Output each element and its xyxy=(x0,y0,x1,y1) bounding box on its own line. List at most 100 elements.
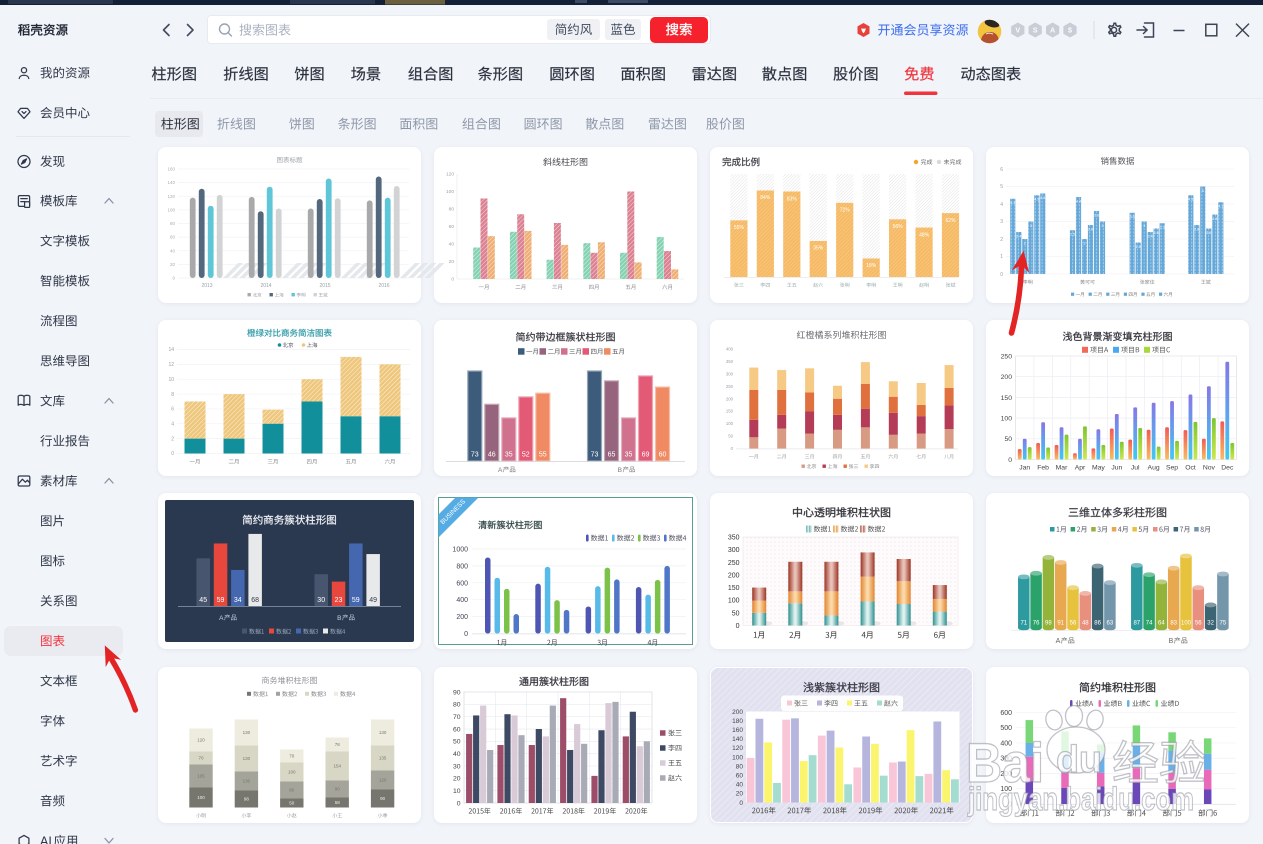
svg-text:2.8: 2.8 xyxy=(1194,227,1199,231)
svg-text:2.4: 2.4 xyxy=(1016,234,1021,238)
svg-text:135: 135 xyxy=(379,756,387,761)
svg-text:B: B xyxy=(618,467,622,474)
svg-text:23: 23 xyxy=(335,597,343,604)
svg-text:3: 3 xyxy=(1143,224,1145,228)
svg-text:160: 160 xyxy=(732,727,743,734)
svg-text:100: 100 xyxy=(1181,621,1192,627)
svg-text:4.1: 4.1 xyxy=(1218,205,1223,209)
svg-text:Mar: Mar xyxy=(1056,464,1068,471)
svg-text:14: 14 xyxy=(168,347,174,353)
svg-text:74: 74 xyxy=(1146,621,1153,627)
svg-text:140: 140 xyxy=(732,736,743,743)
svg-text:A: A xyxy=(1050,26,1055,35)
svg-text:100: 100 xyxy=(288,770,296,775)
svg-text:0: 0 xyxy=(464,631,468,638)
svg-text:2015: 2015 xyxy=(319,283,330,289)
svg-text:Oct: Oct xyxy=(1185,464,1196,471)
svg-text:60: 60 xyxy=(659,451,667,458)
svg-text:300: 300 xyxy=(726,371,734,376)
svg-text:49: 49 xyxy=(369,597,377,604)
svg-text:0: 0 xyxy=(739,800,743,807)
svg-text:150: 150 xyxy=(728,585,740,592)
svg-text:A: A xyxy=(1056,638,1061,645)
svg-text:Jun: Jun xyxy=(1111,464,1122,471)
svg-text:83%: 83% xyxy=(787,196,798,202)
svg-text:du: du xyxy=(1056,739,1102,781)
svg-text:86: 86 xyxy=(1094,621,1101,627)
svg-text:35%: 35% xyxy=(813,246,824,252)
svg-text:1.8: 1.8 xyxy=(1136,245,1141,249)
svg-text:2.6: 2.6 xyxy=(1206,231,1211,235)
svg-text:4.5: 4.5 xyxy=(1188,198,1193,202)
svg-text:6: 6 xyxy=(171,407,174,413)
svg-text:120: 120 xyxy=(197,738,205,743)
svg-text:50: 50 xyxy=(289,801,295,806)
svg-text:50: 50 xyxy=(453,739,461,746)
svg-text:78: 78 xyxy=(335,742,341,747)
svg-text:48: 48 xyxy=(1082,621,1089,627)
svg-text:200: 200 xyxy=(726,396,734,401)
svg-text:B: B xyxy=(1169,638,1174,645)
svg-text:400: 400 xyxy=(726,347,734,352)
svg-text:2.5: 2.5 xyxy=(1070,233,1075,237)
svg-text:30: 30 xyxy=(453,763,461,770)
svg-text:75: 75 xyxy=(1220,621,1227,627)
svg-text:1000: 1000 xyxy=(452,547,468,554)
svg-text:56: 56 xyxy=(1195,621,1202,627)
svg-text:8: 8 xyxy=(171,392,174,398)
svg-text:1: 1 xyxy=(1000,254,1003,260)
svg-text:18%: 18% xyxy=(866,263,877,269)
svg-text:70: 70 xyxy=(453,714,461,721)
svg-text:73: 73 xyxy=(591,451,599,458)
svg-text:250: 250 xyxy=(1001,353,1013,360)
svg-text:3: 3 xyxy=(1030,224,1032,228)
svg-text:100: 100 xyxy=(446,189,454,195)
svg-text:20: 20 xyxy=(736,791,744,798)
svg-text:B: B xyxy=(337,615,341,622)
svg-text:200: 200 xyxy=(1001,374,1013,381)
svg-text:100: 100 xyxy=(197,795,205,800)
svg-text:40: 40 xyxy=(170,248,176,253)
svg-text:154: 154 xyxy=(333,764,341,769)
svg-text:70: 70 xyxy=(289,754,295,759)
svg-text:Sep: Sep xyxy=(1166,464,1178,471)
svg-text:0: 0 xyxy=(1008,457,1012,464)
svg-text:200: 200 xyxy=(732,709,743,716)
svg-text:Jul: Jul xyxy=(1131,464,1140,471)
svg-text:Jan: Jan xyxy=(1019,464,1030,471)
svg-text:98: 98 xyxy=(244,797,250,802)
svg-text:200: 200 xyxy=(728,572,740,579)
svg-text:400: 400 xyxy=(1000,740,1012,747)
svg-text:0: 0 xyxy=(172,276,175,281)
svg-text:0: 0 xyxy=(736,623,740,630)
svg-text:3: 3 xyxy=(1102,224,1104,228)
svg-text:64: 64 xyxy=(1158,621,1165,627)
svg-text:40: 40 xyxy=(453,751,461,758)
svg-text:120: 120 xyxy=(167,194,175,199)
svg-text:55: 55 xyxy=(539,451,547,458)
svg-text:56: 56 xyxy=(1070,621,1077,627)
svg-text:$: $ xyxy=(1068,26,1072,35)
svg-text:250: 250 xyxy=(726,384,734,389)
svg-text:69: 69 xyxy=(642,451,650,458)
svg-text:600: 600 xyxy=(1000,710,1012,717)
svg-text:120: 120 xyxy=(446,172,454,178)
svg-text:S: S xyxy=(1033,26,1038,35)
svg-text:65: 65 xyxy=(608,451,616,458)
svg-text:180: 180 xyxy=(732,718,743,725)
svg-text:200: 200 xyxy=(1000,771,1012,778)
svg-text:130: 130 xyxy=(379,730,387,735)
svg-text:5: 5 xyxy=(1000,184,1003,190)
svg-text:55%: 55% xyxy=(734,225,745,231)
svg-text:3.6: 3.6 xyxy=(1094,213,1099,217)
svg-text:2: 2 xyxy=(1084,241,1086,245)
svg-text:60: 60 xyxy=(736,773,744,780)
svg-text:4: 4 xyxy=(1000,202,1003,208)
svg-text:0: 0 xyxy=(171,451,174,457)
svg-text:Aug: Aug xyxy=(1148,464,1160,471)
svg-text:130: 130 xyxy=(243,756,251,761)
svg-text:0: 0 xyxy=(1000,272,1003,278)
svg-text:100: 100 xyxy=(1000,786,1012,793)
svg-text:34: 34 xyxy=(234,597,242,604)
svg-text:10: 10 xyxy=(168,377,174,383)
